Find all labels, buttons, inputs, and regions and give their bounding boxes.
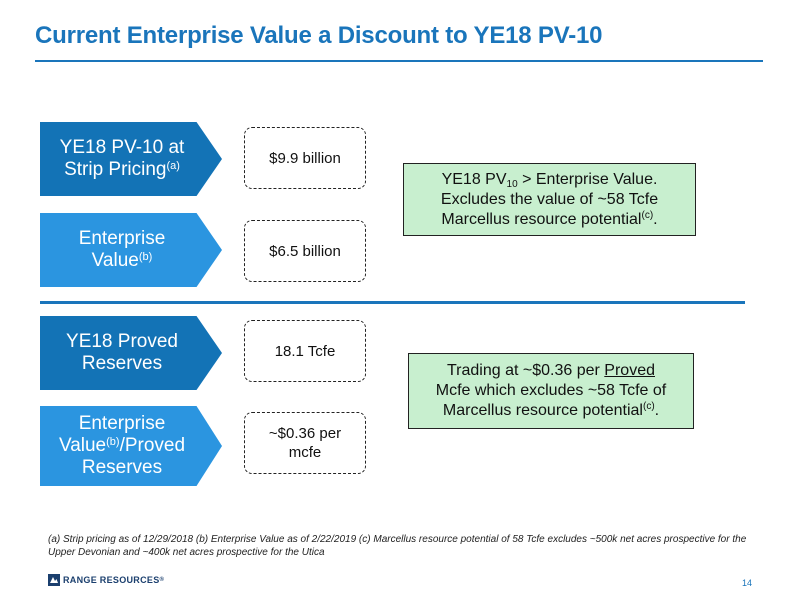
arrow-pv10: YE18 PV-10 at Strip Pricing(a) (40, 122, 222, 196)
arrow-pv10-line1: YE18 PV-10 at (59, 137, 185, 158)
callout-top-line3: Marcellus resource potential (441, 210, 642, 228)
title-divider (35, 60, 763, 62)
callout-pv10-vs-ev: YE18 PV10 > Enterprise Value. Excludes t… (403, 163, 696, 236)
logo-registered-mark: ® (159, 577, 165, 583)
page-number: 14 (742, 578, 753, 588)
callout-trading-discount: Trading at ~$0.36 per Proved Mcfe which … (408, 353, 694, 429)
value-box-proved-reserves: 18.1 Tcfe (244, 320, 366, 382)
callout-top-text-2: > Enterprise Value. (517, 170, 658, 188)
value-evpr-line1: ~$0.36 per (268, 425, 342, 442)
callout-bottom-line2: Mcfe which excludes ~58 Tcfe of (435, 382, 667, 399)
callout-bottom-end: . (654, 402, 660, 419)
arrow-ev-line2: Value (91, 250, 139, 271)
value-evpr-line2: mcfe (288, 444, 322, 461)
value-box-pv10: $9.9 billion (244, 127, 366, 189)
callout-top-end: . (653, 210, 658, 228)
callout-bottom-underlined: Proved (604, 362, 655, 379)
arrow-proved-reserves: YE18 Proved Reserves (40, 316, 222, 390)
footnote-ref-a: (a) (166, 160, 180, 172)
callout-bottom-text-1: Trading at ~$0.36 per (447, 362, 605, 379)
callout-top-sup: (c) (641, 209, 654, 221)
footnotes: (a) Strip pricing as of 12/29/2018 (b) E… (48, 534, 747, 558)
arrow-enterprise-value: Enterprise Value(b) (40, 213, 222, 287)
section-divider (40, 301, 745, 304)
arrow-evpr-line2a: Value (58, 435, 107, 456)
arrow-pr-line2: Reserves (81, 353, 163, 374)
arrow-evpr-line2b: /Proved (119, 435, 186, 456)
callout-bottom-sup: (c) (642, 401, 655, 412)
footnote-ref-b: (b) (138, 251, 153, 263)
arrow-ev-per-reserves: Enterprise Value(b)/Proved Reserves (40, 406, 222, 486)
callout-top-sub: 10 (506, 178, 518, 190)
slide-title: Current Enterprise Value a Discount to Y… (35, 22, 603, 49)
callout-top-text-1: YE18 PV (441, 170, 507, 188)
logo-text: RANGE RESOURCES (63, 575, 160, 585)
callout-bottom-line3: Marcellus resource potential (442, 402, 643, 419)
arrow-pv10-line2: Strip Pricing (64, 159, 167, 180)
arrow-ev-line1: Enterprise (78, 228, 166, 249)
callout-top-line2: Excludes the value of ~58 Tcfe (440, 190, 659, 208)
range-logo-icon (48, 574, 60, 586)
value-box-ev-per-mcfe: ~$0.36 per mcfe (244, 412, 366, 474)
arrow-evpr-line1: Enterprise (78, 413, 166, 434)
footnote-ref-b-2: (b) (106, 436, 120, 448)
value-box-enterprise-value: $6.5 billion (244, 220, 366, 282)
company-logo: RANGE RESOURCES ® (48, 574, 164, 586)
arrow-pr-line1: YE18 Proved (66, 331, 178, 352)
arrow-evpr-line3: Reserves (81, 457, 163, 478)
